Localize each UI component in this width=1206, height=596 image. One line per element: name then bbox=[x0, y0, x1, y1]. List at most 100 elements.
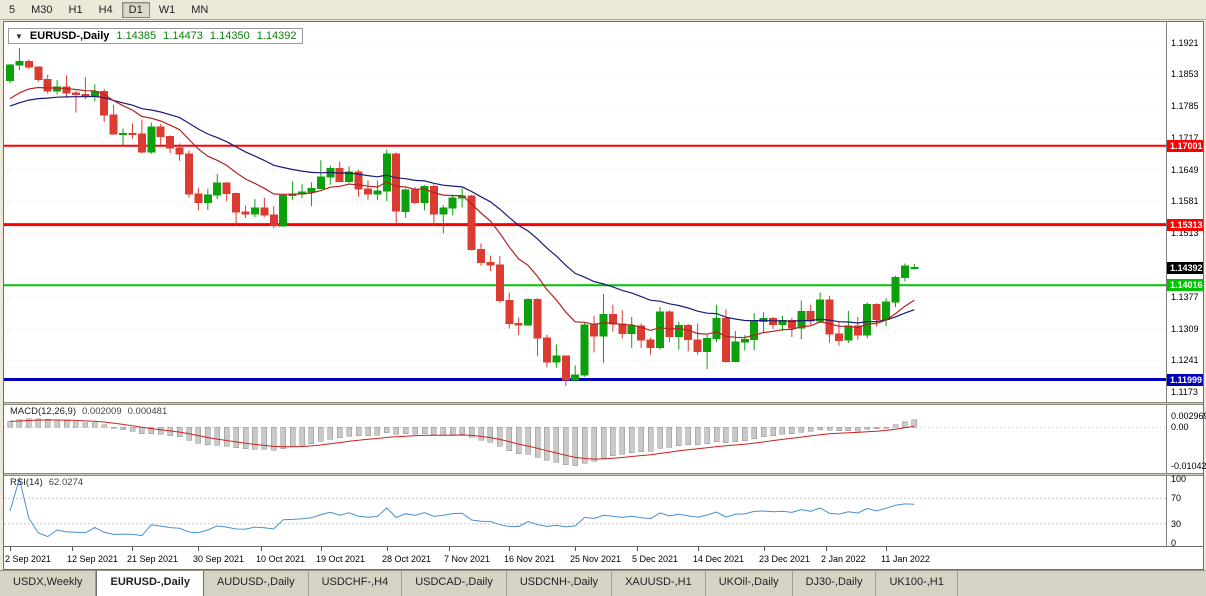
price-axis-label: 1.1785 bbox=[1171, 101, 1199, 112]
price-axis-label: 1.1717 bbox=[1171, 132, 1199, 143]
panel-resize-handle[interactable] bbox=[4, 402, 1203, 405]
rsi-indicator-panel[interactable]: RSI(14) 62.0274 100 70 30 0 bbox=[4, 474, 1203, 548]
date-axis-label: 14 Dec 2021 bbox=[693, 554, 745, 564]
ema-fast-line bbox=[9, 86, 915, 339]
date-tick bbox=[449, 547, 450, 551]
main-chart-canvas[interactable] bbox=[4, 22, 1166, 402]
date-axis-label: 25 Nov 2021 bbox=[570, 554, 622, 564]
macd-indicator-panel[interactable]: MACD(12,26,9) 0.002009 0.000481 0.002969… bbox=[4, 405, 1206, 473]
timeframe-button-h1[interactable]: H1 bbox=[68, 3, 83, 16]
date-tick bbox=[575, 547, 576, 551]
price-axis-label: 1.1377 bbox=[1171, 291, 1199, 302]
price-axis-divider bbox=[1166, 405, 1167, 473]
price-axis-label: 1.1649 bbox=[1171, 164, 1199, 175]
chart-tab-usdcnh-daily[interactable]: USDCNH-,Daily bbox=[507, 571, 613, 596]
chart-tab-uk100-h1[interactable]: UK100-,H1 bbox=[876, 571, 958, 596]
ohlc-low: 1.14350 bbox=[209, 30, 250, 42]
macd-axis-label: -0.010424 bbox=[1171, 460, 1206, 471]
timeframe-button-d1[interactable]: D1 bbox=[121, 1, 150, 18]
chart-tab-ukoil-daily[interactable]: UKOil-,Daily bbox=[706, 571, 793, 596]
chart-tab-audusd-daily[interactable]: AUDUSD-,Daily bbox=[204, 571, 309, 596]
date-axis-label: 5 Dec 2021 bbox=[632, 554, 679, 564]
date-axis-label: 21 Sep 2021 bbox=[127, 554, 179, 564]
date-axis-label: 2 Jan 2022 bbox=[821, 554, 866, 564]
price-axis[interactable]: 1.1921 1.1853 1.1785 1.1717 1.1649 1.1581 1.15… bbox=[1167, 22, 1203, 402]
macd-panel-canvas[interactable] bbox=[4, 405, 1166, 473]
date-tick bbox=[826, 547, 827, 551]
date-tick bbox=[637, 547, 638, 551]
macd-indicator-label: MACD(12,26,9) 0.002009 0.000481 bbox=[10, 406, 168, 417]
chart-tab-eurusd-daily[interactable]: EURUSD-,Daily bbox=[96, 571, 204, 596]
date-axis-label: 10 Oct 2021 bbox=[256, 554, 306, 564]
chart-symbol-box: ▼ EURUSD-,Daily 1.14385 1.14473 1.14350 … bbox=[8, 28, 304, 44]
chart-tab-usdchf-h4[interactable]: USDCHF-,H4 bbox=[309, 571, 403, 596]
timeframe-button-h4[interactable]: H4 bbox=[98, 3, 113, 16]
date-tick bbox=[387, 547, 388, 551]
price-axis-divider bbox=[1166, 476, 1167, 546]
chart-tab-dj30-daily[interactable]: DJ30-,Daily bbox=[793, 571, 877, 596]
date-tick bbox=[198, 547, 199, 551]
chart-tab-bar: USDX,Weekly EURUSD-,Daily AUDUSD-,Daily USD… bbox=[0, 570, 1206, 596]
timeframe-button-m30[interactable]: M30 bbox=[31, 3, 53, 16]
price-axis-label: 1.1513 bbox=[1171, 228, 1199, 239]
date-axis-label: 2 Sep 2021 bbox=[5, 554, 52, 564]
price-level-badge: 1.17001 bbox=[1167, 139, 1203, 152]
timeframe-toolbar: 5 M30 H1 H4 D1 W1 MN bbox=[0, 0, 1206, 20]
macd-axis-label: 0.002969 bbox=[1171, 411, 1206, 422]
price-level-badge: 1.11999 bbox=[1167, 373, 1203, 386]
rsi-axis: 100 70 30 0 bbox=[1167, 474, 1203, 548]
price-axis-label: 1.1309 bbox=[1171, 323, 1199, 334]
rsi-axis-label: 70 bbox=[1171, 493, 1182, 504]
time-axis[interactable]: 2 Sep 2021 12 Sep 2021 21 Sep 2021 30 Sep 2… bbox=[4, 546, 1203, 569]
rsi-panel-canvas[interactable] bbox=[4, 476, 1166, 546]
date-axis-label: 19 Oct 2021 bbox=[316, 554, 366, 564]
date-tick bbox=[261, 547, 262, 551]
macd-axis-label: 0.00 bbox=[1171, 422, 1189, 433]
ema-slow-line bbox=[9, 95, 915, 324]
price-axis-label: 1.1581 bbox=[1171, 196, 1199, 207]
chart-window: ▼ EURUSD-,Daily 1.14385 1.14473 1.14350 … bbox=[3, 21, 1206, 570]
price-level-badge: 1.14016 bbox=[1167, 279, 1203, 292]
chart-tab-xauusd-h1[interactable]: XAUUSD-,H1 bbox=[612, 571, 706, 596]
date-axis-label: 23 Dec 2021 bbox=[759, 554, 811, 564]
rsi-axis-label: 0 bbox=[1171, 538, 1177, 548]
chart-symbol-label: EURUSD-,Daily bbox=[29, 30, 110, 42]
price-axis-label: 1.1241 bbox=[1171, 355, 1199, 366]
price-axis-label: 1.1173 bbox=[1171, 387, 1198, 398]
date-axis-label: 16 Nov 2021 bbox=[504, 554, 556, 564]
rsi-indicator-label: RSI(14) 62.0274 bbox=[10, 477, 84, 488]
rsi-axis-label: 100 bbox=[1171, 474, 1187, 484]
date-tick bbox=[132, 547, 133, 551]
timeframe-button-5[interactable]: 5 bbox=[9, 3, 16, 16]
chart-tab-usdx-weekly[interactable]: USDX,Weekly bbox=[0, 571, 97, 596]
ohlc-high: 1.14473 bbox=[163, 30, 203, 42]
timeframe-button-w1[interactable]: W1 bbox=[158, 3, 176, 16]
date-tick bbox=[72, 547, 73, 551]
date-axis-label: 28 Oct 2021 bbox=[382, 554, 432, 564]
date-tick bbox=[764, 547, 765, 551]
price-axis-divider bbox=[1166, 22, 1167, 402]
rsi-line bbox=[9, 477, 915, 538]
date-tick bbox=[886, 547, 887, 551]
current-price-badge: 1.14392 bbox=[1167, 261, 1203, 274]
price-axis-label: 1.1853 bbox=[1171, 69, 1199, 80]
one-click-trading-toggle[interactable]: ▼ bbox=[15, 31, 23, 41]
macd-signal-line bbox=[9, 419, 915, 460]
ohlc-open: 1.14385 bbox=[116, 30, 157, 42]
chart-tab-usdcad-daily[interactable]: USDCAD-,Daily bbox=[402, 571, 507, 596]
main-price-panel[interactable]: ▼ EURUSD-,Daily 1.14385 1.14473 1.14350 … bbox=[4, 22, 1203, 402]
date-axis-label: 11 Jan 2022 bbox=[881, 554, 930, 564]
timeframe-button-mn[interactable]: MN bbox=[191, 3, 209, 16]
price-axis-label: 1.1921 bbox=[1171, 37, 1199, 48]
panel-resize-handle[interactable] bbox=[4, 473, 1203, 476]
date-tick bbox=[509, 547, 510, 551]
ohlc-close: 1.14392 bbox=[256, 30, 297, 42]
date-tick bbox=[10, 547, 11, 551]
date-axis-label: 12 Sep 2021 bbox=[67, 554, 119, 564]
macd-histogram bbox=[7, 418, 918, 466]
date-axis-label: 30 Sep 2021 bbox=[193, 554, 245, 564]
date-tick bbox=[321, 547, 322, 551]
candlestick-series bbox=[6, 48, 919, 386]
date-tick bbox=[698, 547, 699, 551]
price-level-badge: 1.15313 bbox=[1167, 218, 1203, 231]
